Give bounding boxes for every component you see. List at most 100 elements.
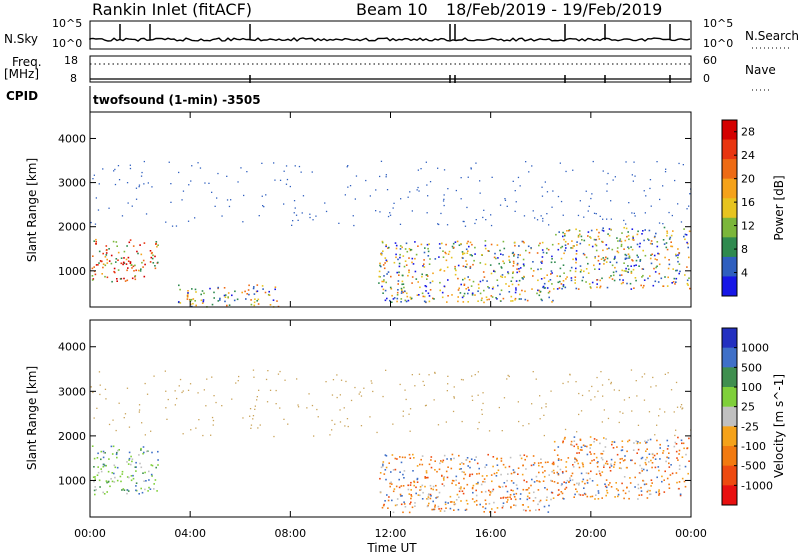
scatter-point [551, 272, 553, 274]
scatter-point [593, 438, 596, 440]
scatter-point [347, 425, 349, 428]
scatter-point [403, 477, 405, 479]
scatter-point [451, 453, 454, 456]
scatter-point [191, 165, 193, 167]
scatter-point [495, 297, 497, 299]
scatter-point [624, 258, 627, 260]
scatter-point [462, 278, 464, 281]
scatter-point [153, 483, 155, 485]
scatter-point [437, 496, 439, 498]
scatter-point [382, 292, 384, 294]
scatter-point [630, 272, 633, 274]
scatter-point [583, 216, 585, 218]
scatter-point [678, 272, 680, 275]
scatter-point [564, 240, 567, 243]
scatter-point [598, 231, 600, 234]
scatter-point [634, 175, 636, 177]
scatter-point [626, 257, 628, 260]
scatter-point [454, 267, 456, 270]
scatter-point [670, 241, 672, 243]
scatter-point [453, 503, 456, 506]
scatter-point [130, 455, 132, 458]
scatter-point [536, 252, 539, 254]
scatter-point [499, 249, 501, 252]
scatter-point [627, 440, 629, 443]
scatter-point [519, 267, 522, 269]
scatter-point [675, 429, 677, 431]
scatter-point [413, 484, 415, 487]
scatter-point [576, 241, 578, 243]
scatter-point [135, 482, 138, 484]
scatter-point [482, 506, 484, 508]
scatter-point [532, 210, 534, 212]
scatter-point [211, 191, 213, 193]
scatter-point [602, 170, 604, 172]
colorbar-segment [722, 237, 737, 258]
scatter-point [610, 486, 613, 488]
scatter-point [528, 487, 530, 489]
scatter-point [628, 497, 630, 500]
scatter-point [670, 245, 672, 248]
scatter-point [470, 167, 472, 169]
scatter-point [538, 294, 541, 297]
scatter-point [585, 268, 588, 270]
scatter-point [147, 490, 149, 492]
scatter-point [637, 424, 640, 426]
scatter-point [478, 467, 480, 470]
scatter-point [153, 375, 155, 377]
scatter-point [221, 405, 223, 407]
scatter-point [621, 446, 624, 448]
scatter-point [118, 179, 121, 181]
scatter-point [491, 490, 494, 493]
scatter-point [443, 270, 446, 272]
colorbar-segment [722, 465, 737, 486]
scatter-point [486, 280, 488, 282]
scatter-point [438, 508, 440, 510]
scatter-point [506, 490, 509, 493]
scatter-point [530, 484, 532, 487]
scatter-point [620, 240, 623, 243]
scatter-point [215, 401, 217, 404]
scatter-point [678, 252, 680, 254]
scatter-point [411, 506, 414, 509]
scatter-point [387, 499, 390, 502]
scatter-point [360, 425, 363, 427]
scatter-point [653, 236, 656, 239]
scatter-point [397, 283, 399, 285]
scatter-point [393, 297, 396, 299]
scatter-point [534, 497, 537, 499]
scatter-point [149, 261, 152, 263]
scatter-point [396, 300, 398, 303]
scatter-point [515, 287, 517, 289]
scatter-point [132, 265, 135, 268]
scatter-point [445, 421, 447, 423]
scatter-point [562, 285, 565, 288]
scatter-point [507, 473, 509, 475]
scatter-point [647, 238, 649, 240]
scatter-point [530, 247, 532, 249]
velocity-y-label: Slant Range [km] [25, 366, 39, 470]
scatter-point [126, 269, 128, 272]
scatter-point [125, 263, 128, 265]
scatter-point [98, 262, 100, 264]
scatter-point [93, 457, 96, 460]
scatter-point [134, 275, 137, 277]
scatter-point [500, 460, 503, 462]
scatter-point [209, 287, 211, 290]
scatter-point [449, 507, 452, 510]
scatter-point [637, 230, 639, 233]
scatter-point [686, 279, 689, 282]
scatter-point [462, 379, 464, 381]
scatter-point [421, 455, 424, 457]
scatter-point [584, 445, 586, 447]
scatter-point [561, 492, 564, 495]
scatter-point [97, 264, 99, 266]
scatter-point [490, 272, 493, 275]
scatter-point [637, 441, 639, 443]
scatter-point [444, 251, 446, 254]
scatter-point [477, 300, 479, 302]
scatter-point [653, 454, 656, 457]
scatter-point [455, 499, 458, 501]
scatter-point [392, 298, 395, 300]
scatter-point [406, 292, 408, 295]
